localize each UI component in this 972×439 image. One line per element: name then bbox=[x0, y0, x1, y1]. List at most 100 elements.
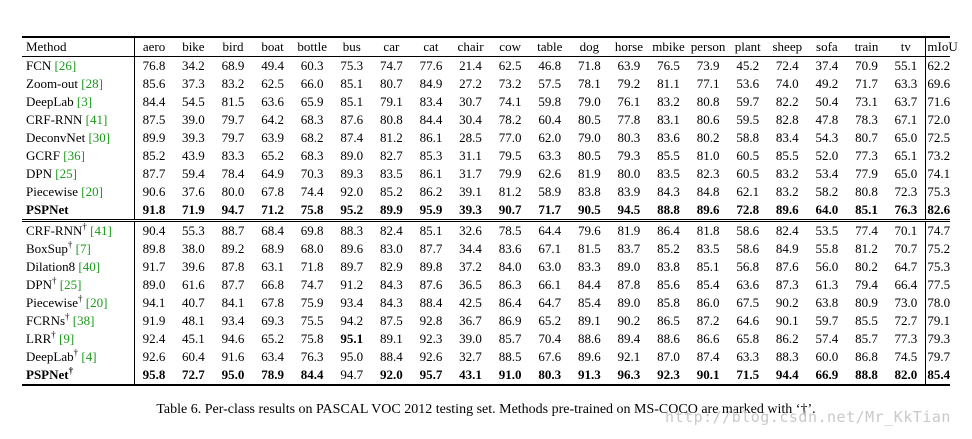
value-cell: 68.9 bbox=[221, 58, 245, 73]
value-cell: 54.5 bbox=[182, 94, 205, 109]
value-cell: 74.4 bbox=[300, 184, 324, 199]
value-cell: 86.4 bbox=[648, 219, 689, 240]
value-cell: 65.2 bbox=[538, 313, 562, 328]
value-cell: 94.6 bbox=[221, 331, 245, 346]
value-cell: 66.1 bbox=[538, 277, 562, 292]
value-cell: 60.4 bbox=[538, 112, 562, 127]
value-cell: 32.6 bbox=[450, 219, 491, 240]
value-cell: 66.9 bbox=[807, 366, 847, 386]
value-cell: 70.3 bbox=[300, 166, 324, 181]
value-cell: 82.9 bbox=[379, 259, 403, 274]
value-cell: 70.7 bbox=[894, 241, 918, 256]
dagger-mark: † bbox=[51, 329, 56, 340]
value-cell: 77.3 bbox=[855, 148, 878, 163]
value-cell: 34.2 bbox=[182, 58, 205, 73]
value-cell: 57.5 bbox=[538, 76, 562, 91]
citation-link[interactable]: [9] bbox=[59, 331, 75, 346]
citation-link[interactable]: [3] bbox=[76, 94, 93, 109]
value-cell: 59.5 bbox=[736, 112, 760, 127]
citation-link[interactable]: [20] bbox=[81, 184, 103, 199]
value-cell: 63.0 bbox=[538, 259, 562, 274]
method-cell: FCN [26] bbox=[22, 56, 135, 75]
table-row: DeconvNet [30] 89.9 39.3 79.7 63.9 68.2 87.4 81… bbox=[22, 129, 950, 147]
header-class-person: person bbox=[688, 36, 728, 57]
dagger-mark: † bbox=[73, 347, 79, 358]
value-cell: 77.3 bbox=[894, 331, 918, 346]
method-cell: GCRF [36] bbox=[22, 147, 135, 165]
value-cell: 65.2 bbox=[261, 148, 284, 163]
citation-link[interactable]: [26] bbox=[54, 58, 77, 73]
citation-link[interactable]: [40] bbox=[78, 259, 101, 274]
value-cell: 94.4 bbox=[767, 366, 808, 386]
value-cell: 88.3 bbox=[775, 349, 799, 364]
value-cell: 63.1 bbox=[261, 259, 284, 274]
value-cell: 58.9 bbox=[538, 184, 562, 199]
value-cell: 37.6 bbox=[182, 184, 205, 199]
value-cell: 78.5 bbox=[490, 219, 530, 240]
citation-link[interactable]: [38] bbox=[72, 313, 95, 328]
value-cell: 66.8 bbox=[261, 277, 284, 292]
value-cell: 71.5 bbox=[727, 366, 768, 386]
value-cell: 94.7 bbox=[331, 366, 372, 386]
value-cell: 76.5 bbox=[657, 58, 680, 73]
table-row: CRF-RNN [41] 87.5 39.0 79.7 64.2 68.3 87.6 80.8… bbox=[22, 111, 950, 129]
citation-number: 26 bbox=[58, 58, 72, 73]
header-class-horse: horse bbox=[609, 36, 649, 57]
citation-link[interactable]: [41] bbox=[85, 112, 108, 127]
citation-link[interactable]: [25] bbox=[55, 166, 77, 181]
value-cell: 92.8 bbox=[419, 313, 443, 328]
method-cell: CRF-RNN† [41] bbox=[22, 219, 135, 240]
method-name: BoxSup bbox=[26, 241, 68, 256]
citation-link[interactable]: [28] bbox=[81, 76, 103, 91]
citation-link[interactable]: [20] bbox=[85, 295, 108, 310]
citation-number: 25 bbox=[59, 166, 73, 181]
value-cell: 77.9 bbox=[855, 166, 878, 181]
citation-link[interactable]: [4] bbox=[81, 349, 97, 364]
value-cell: 92.3 bbox=[648, 366, 689, 386]
value-cell: 80.0 bbox=[221, 184, 245, 199]
header-class-bus: bus bbox=[331, 36, 372, 57]
value-cell: 87.6 bbox=[419, 277, 443, 292]
value-cell: 92.4 bbox=[142, 331, 166, 346]
value-cell: 81.1 bbox=[657, 76, 680, 91]
value-cell: 95.2 bbox=[340, 202, 364, 217]
method-cell: PSPNet† bbox=[22, 366, 135, 386]
method-cell: Piecewise† [20] bbox=[22, 294, 135, 312]
value-cell: 92.6 bbox=[419, 349, 443, 364]
value-cell: 90.5 bbox=[577, 202, 601, 217]
method-name: FCN bbox=[26, 58, 52, 73]
results-table: Method aero bike bird boat bottle bus car cat cha… bbox=[22, 36, 958, 386]
header-class-dog: dog bbox=[569, 36, 610, 57]
citation-link[interactable]: [7] bbox=[75, 241, 91, 256]
citation-number: 3 bbox=[81, 94, 88, 109]
value-cell: 90.1 bbox=[775, 313, 799, 328]
value-cell: 86.9 bbox=[498, 313, 522, 328]
value-cell: 72.7 bbox=[894, 313, 918, 328]
value-cell: 71.8 bbox=[300, 259, 324, 274]
value-cell: 74.7 bbox=[300, 277, 324, 292]
value-cell: 87.7 bbox=[142, 166, 166, 181]
citation-link[interactable]: [25] bbox=[59, 277, 82, 292]
table-row: CRF-RNN† [41] 90.4 55.3 88.7 68.4 69.8 88.3 82.… bbox=[22, 219, 950, 240]
value-cell: 63.8 bbox=[815, 295, 839, 310]
value-cell: 68.3 bbox=[300, 148, 324, 163]
value-cell: 68.3 bbox=[300, 112, 324, 127]
value-cell: 69.3 bbox=[261, 313, 284, 328]
value-cell: 78.2 bbox=[498, 112, 522, 127]
value-cell: 83.2 bbox=[657, 94, 680, 109]
value-cell: 39.3 bbox=[459, 202, 482, 217]
value-cell: 43.1 bbox=[450, 366, 491, 386]
value-cell: 85.7 bbox=[855, 331, 878, 346]
citation-link[interactable]: [36] bbox=[63, 148, 85, 163]
value-cell: 80.3 bbox=[529, 366, 570, 386]
value-cell: 83.5 bbox=[379, 166, 403, 181]
value-cell: 84.3 bbox=[379, 277, 403, 292]
citation-link[interactable]: [30] bbox=[88, 130, 111, 145]
value-cell: 93.4 bbox=[221, 313, 245, 328]
citation-link[interactable]: [41] bbox=[90, 223, 112, 238]
value-cell: 85.1 bbox=[696, 259, 720, 274]
value-cell: 87.7 bbox=[419, 241, 443, 256]
header-class-bird: bird bbox=[213, 36, 253, 57]
value-cell: 65.2 bbox=[261, 331, 284, 346]
value-cell: 54.3 bbox=[815, 130, 839, 145]
